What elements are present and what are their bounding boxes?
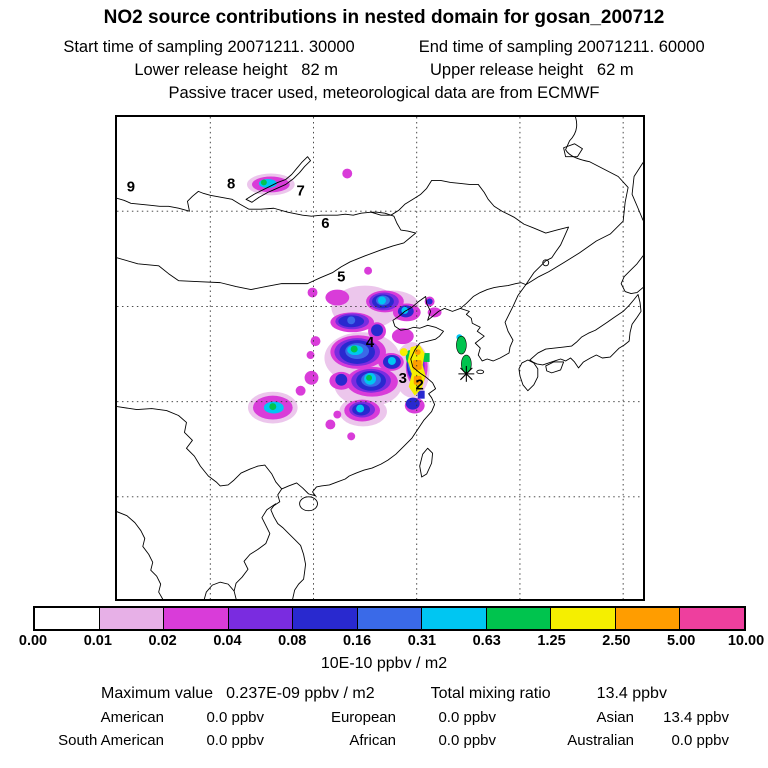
colorbar-segment bbox=[679, 608, 745, 629]
blob-layer-orange bbox=[412, 349, 422, 385]
release-heights-row: Lower release height 82 m Upper release … bbox=[0, 61, 768, 80]
map-region-number-9: 9 bbox=[127, 179, 135, 195]
colorbar-tick-label: 0.16 bbox=[342, 633, 372, 649]
colorbar-segment bbox=[485, 608, 551, 629]
colorbar-tick-label: 5.00 bbox=[667, 633, 696, 649]
map-region-number-5: 5 bbox=[337, 270, 345, 286]
colorbar-segment bbox=[227, 608, 293, 629]
colorbar-units-label: 10E-10 ppbv / m2 bbox=[320, 655, 448, 672]
concentration-blobs bbox=[247, 168, 472, 441]
lower-release-height-text: Lower release height 82 m bbox=[134, 61, 338, 79]
colorbar-segment bbox=[98, 608, 164, 629]
colorbar-tick-label: 0.08 bbox=[278, 633, 307, 649]
colorbar-tick-label: 0.63 bbox=[472, 633, 501, 649]
sakhalin-coast bbox=[631, 162, 643, 221]
colorbar-segment bbox=[550, 608, 615, 629]
region-stats-grid: American 0.0 ppbv European 0.0 ppbv Asian 13.… bbox=[39, 709, 729, 749]
region-contribution-label: European bbox=[330, 709, 396, 726]
sampling-end-text: End time of sampling 20071211. 60000 bbox=[418, 38, 705, 56]
sampling-start-text: Start time of sampling 20071211. 30000 bbox=[63, 38, 355, 56]
region-contribution-label: American bbox=[100, 709, 164, 726]
mainland-coastline bbox=[270, 117, 629, 599]
lake-baikal bbox=[245, 156, 311, 203]
colorbar-tick-label: 2.50 bbox=[602, 633, 631, 649]
colorbar-segment bbox=[35, 608, 99, 629]
map-region-number-3: 3 bbox=[399, 371, 407, 387]
maximum-value-label: Maximum value bbox=[101, 685, 214, 702]
maximum-value: 0.237E-09 ppbv / m2 bbox=[226, 685, 375, 702]
map-svg: 9 8 7 6 5 4 3 2 bbox=[117, 117, 643, 599]
colorbar-segment bbox=[292, 608, 357, 629]
tracer-note: Passive tracer used, meteorological data… bbox=[168, 84, 600, 102]
sampling-times-row: Start time of sampling 20071211. 30000 E… bbox=[0, 38, 768, 57]
colorbar-tick-label: 0.00 bbox=[18, 633, 48, 649]
total-mixing-ratio-label: Total mixing ratio bbox=[430, 685, 551, 702]
colorbar-tick-label: 1.25 bbox=[537, 633, 566, 649]
hokkaido-partial bbox=[620, 255, 643, 294]
region-contribution-value: 0.0 ppbv bbox=[671, 732, 729, 749]
indochina-border bbox=[233, 503, 277, 599]
myanmar-coast bbox=[117, 511, 164, 599]
region-contribution-label: South American bbox=[58, 732, 164, 749]
colorbar-segments bbox=[33, 606, 746, 631]
plot-title: NO2 source contributions in nested domai… bbox=[103, 7, 665, 28]
map-region-number-6: 6 bbox=[321, 216, 329, 232]
region-contribution-label: Asian bbox=[596, 709, 634, 726]
shantar-islands bbox=[563, 143, 583, 158]
colorbar-tick-label: 0.31 bbox=[407, 633, 437, 649]
shikoku bbox=[545, 361, 565, 374]
colorbar-tick-label: 0.04 bbox=[213, 633, 242, 649]
colorbar-ticks: 0.00 0.01 0.02 0.04 0.08 0.16 0.31 0.63 1.25 2.50… bbox=[19, 633, 764, 650]
himalaya-seasia-border bbox=[117, 406, 283, 490]
colorbar-tick-label: 0.01 bbox=[83, 633, 112, 649]
jeju bbox=[476, 369, 485, 375]
upper-release-height-text: Upper release height 62 m bbox=[430, 61, 634, 79]
honshu bbox=[529, 294, 642, 369]
region-contribution-label: Australian bbox=[567, 732, 634, 749]
region-contribution-label: African bbox=[349, 732, 396, 749]
summary-stats-row: Maximum value 0.237E-09 ppbv / m2 Total … bbox=[0, 685, 768, 703]
receptor-site-marker bbox=[458, 365, 475, 382]
korea-coast-blobs bbox=[456, 335, 472, 374]
region-contribution-value: 0.0 ppbv bbox=[206, 709, 264, 726]
taiwan bbox=[419, 447, 434, 478]
mongolia-border bbox=[117, 190, 417, 291]
region-contribution-value: 13.4 ppbv bbox=[663, 709, 729, 726]
coastlines-borders bbox=[117, 117, 643, 599]
korea-china-border bbox=[459, 282, 527, 309]
region-contribution-value: 0.0 ppbv bbox=[438, 732, 496, 749]
colorbar-segment bbox=[356, 608, 422, 629]
colorbar-segment bbox=[163, 608, 228, 629]
gulf-of-thailand-coast bbox=[203, 581, 235, 599]
colorbar-segment bbox=[421, 608, 486, 629]
colorbar-tick-label: 0.02 bbox=[148, 633, 177, 649]
region-contribution-value: 0.0 ppbv bbox=[438, 709, 496, 726]
map-region-number-8: 8 bbox=[227, 176, 235, 192]
colorbar-tick-label: 10.00 bbox=[727, 633, 765, 649]
kyushu bbox=[518, 359, 539, 392]
total-mixing-ratio-value: 13.4 ppbv bbox=[596, 685, 667, 702]
region-number-labels: 9 8 7 6 5 4 3 2 bbox=[127, 176, 424, 393]
map-region-number-7: 7 bbox=[296, 183, 304, 199]
lake-khanka bbox=[542, 259, 550, 267]
hainan bbox=[299, 496, 318, 512]
amur-border bbox=[370, 180, 570, 286]
region-contribution-value: 0.0 ppbv bbox=[206, 732, 264, 749]
map-region-number-2: 2 bbox=[416, 378, 424, 394]
colorbar-segment bbox=[614, 608, 680, 629]
map-region-number-4: 4 bbox=[366, 335, 375, 351]
